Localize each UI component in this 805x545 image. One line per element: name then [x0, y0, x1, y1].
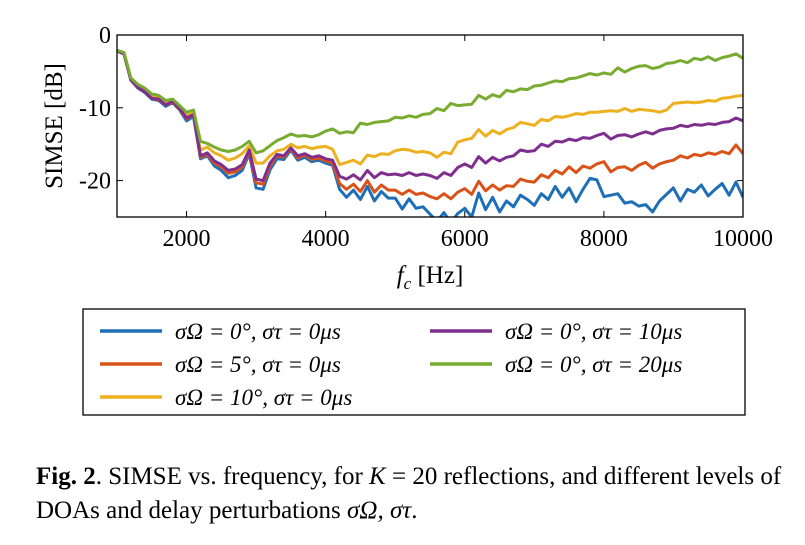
- series-line-5: [117, 48, 743, 155]
- x-tick-label: 10000: [713, 226, 773, 252]
- series-line-2: [117, 49, 743, 201]
- caption-text-2: = 20 reflections, and different levels o…: [36, 463, 782, 524]
- legend-box: [82, 308, 746, 416]
- x-tick-label: 8000: [580, 226, 628, 252]
- x-tick-label: 6000: [441, 226, 489, 252]
- figure-caption: Fig. 2. SIMSE vs. frequency, for K = 20 …: [36, 460, 786, 528]
- series-line-4: [117, 49, 743, 183]
- y-tick-label: 0: [99, 23, 111, 49]
- x-axis-label: fc [Hz]: [397, 262, 464, 293]
- caption-text-1: . SIMSE vs. frequency, for: [95, 463, 370, 490]
- x-tick-label: 4000: [302, 226, 350, 252]
- legend-label-1: σΩ = 0°, στ = 0μs: [175, 319, 341, 344]
- legend: σΩ = 0°, στ = 0μs σΩ = 5°, στ = 0μs σΩ = 1…: [82, 308, 746, 416]
- legend-label-4: σΩ = 0°, στ = 10μs: [505, 319, 682, 344]
- legend-label-3: σΩ = 10°, στ = 0μs: [175, 385, 352, 410]
- caption-math-sigmas: σΩ, στ: [347, 497, 412, 524]
- series-layer: [117, 48, 743, 217]
- series-line-1: [117, 49, 743, 217]
- caption-label: Fig. 2: [36, 463, 96, 490]
- caption-math-k: K: [369, 463, 386, 490]
- plot-frame: [116, 34, 744, 218]
- legend-label-5: σΩ = 0°, στ = 20μs: [505, 352, 682, 377]
- series-line-3: [117, 49, 743, 167]
- y-tick-label: -20: [79, 169, 111, 195]
- y-axis-label: SIMSE [dB]: [41, 63, 68, 189]
- y-tick-label: -10: [79, 96, 111, 122]
- legend-label-2: σΩ = 5°, στ = 0μs: [175, 352, 341, 377]
- axes-layer: 2000 4000 6000 8000 10000 0 -10 -20 SIMSE [dB] fc…: [41, 23, 773, 293]
- caption-text-3: .: [411, 497, 418, 524]
- x-tick-label: 2000: [163, 226, 211, 252]
